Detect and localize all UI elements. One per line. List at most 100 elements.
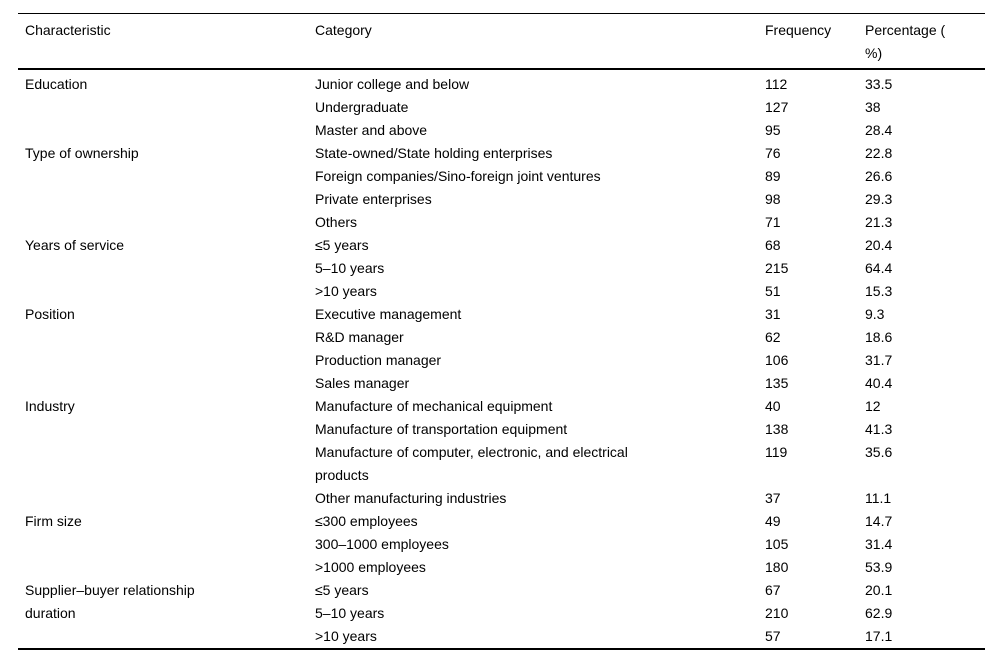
header-row: Characteristic Category Frequency Percen… xyxy=(18,14,985,70)
frequency-cell: 112 xyxy=(765,76,788,92)
characteristic-cell: Industry xyxy=(25,398,75,414)
table-row: Firm size ≤300 employees 49 14.7 xyxy=(18,510,985,533)
percentage-cell: 64.4 xyxy=(865,260,893,276)
category-cell: Production manager xyxy=(315,352,442,368)
category-cell: ≤5 years xyxy=(315,237,369,253)
category-cell: State-owned/State holding enterprises xyxy=(315,145,553,161)
frequency-cell: 98 xyxy=(765,191,781,207)
table-body: Education Junior college and below 112 33.5… xyxy=(18,69,985,649)
category-cell: Other manufacturing industries xyxy=(315,490,507,506)
table-header: Characteristic Category Frequency Percen… xyxy=(18,14,985,70)
frequency-cell: 119 xyxy=(765,444,788,460)
table-row: Manufacture of transportation equipment 1… xyxy=(18,418,985,441)
percentage-cell: 20.4 xyxy=(865,237,893,253)
category-cell: >1000 employees xyxy=(315,559,426,575)
column-header-percentage: Percentage ( %) xyxy=(858,14,985,70)
frequency-cell: 135 xyxy=(765,375,789,391)
category-cell: >10 years xyxy=(315,283,377,299)
table-row: Years of service ≤5 years 68 20.4 xyxy=(18,234,985,257)
percentage-cell: 11.1 xyxy=(865,490,892,506)
frequency-cell: 106 xyxy=(765,352,789,368)
frequency-cell: 49 xyxy=(765,513,781,529)
frequency-cell: 31 xyxy=(765,306,781,322)
frequency-cell: 37 xyxy=(765,490,781,506)
category-cell: Others xyxy=(315,214,358,230)
table-row: >10 years 57 17.1 xyxy=(18,625,985,649)
frequency-cell: 67 xyxy=(765,582,781,598)
table-row: >10 years 51 15.3 xyxy=(18,280,985,303)
frequency-cell: 57 xyxy=(765,628,781,644)
category-cell: Manufacture of mechanical equipment xyxy=(315,398,553,414)
frequency-cell: 51 xyxy=(765,283,781,299)
demographics-table: Characteristic Category Frequency Percen… xyxy=(18,13,985,650)
frequency-cell: 76 xyxy=(765,145,781,161)
frequency-cell: 68 xyxy=(765,237,781,253)
category-cell: ≤300 employees xyxy=(315,513,418,529)
frequency-cell: 180 xyxy=(765,559,789,575)
frequency-cell: 215 xyxy=(765,260,789,276)
table-row: Education Junior college and below 112 33.5 xyxy=(18,69,985,96)
column-header-category: Category xyxy=(315,22,372,38)
category-cell: R&D manager xyxy=(315,329,404,345)
table-row: Production manager 106 31.7 xyxy=(18,349,985,372)
percentage-cell: 14.7 xyxy=(865,513,893,529)
percentage-cell: 22.8 xyxy=(865,145,893,161)
category-cell: 300–1000 employees xyxy=(315,536,449,552)
table-row: 5–10 years 215 64.4 xyxy=(18,257,985,280)
characteristic-cell: Type of ownership xyxy=(25,145,139,161)
table-row: Manufacture of computer, electronic, and… xyxy=(18,441,985,487)
table-row: R&D manager 62 18.6 xyxy=(18,326,985,349)
category-cell: 5–10 years xyxy=(315,260,385,276)
table-row: 300–1000 employees 105 31.4 xyxy=(18,533,985,556)
table-row: 5–10 years 210 62.9 xyxy=(18,602,985,625)
percentage-cell: 31.7 xyxy=(865,352,893,368)
category-cell: Junior college and below xyxy=(315,76,470,92)
table-row: Supplier–buyer relationship duration ≤5 y… xyxy=(18,579,985,621)
frequency-cell: 138 xyxy=(765,421,789,437)
characteristic-cell: Firm size xyxy=(25,513,82,529)
percentage-cell: 18.6 xyxy=(865,329,893,345)
table-row: Private enterprises 98 29.3 xyxy=(18,188,985,211)
percentage-cell: 31.4 xyxy=(865,536,893,552)
table-row: Other manufacturing industries 37 11.1 xyxy=(18,487,985,510)
percentage-cell: 12 xyxy=(865,398,881,414)
percentage-cell: 41.3 xyxy=(865,421,893,437)
table-row: Position Executive management 31 9.3 xyxy=(18,303,985,326)
percentage-cell: 17.1 xyxy=(865,628,893,644)
table-row: Foreign companies/Sino-foreign joint ven… xyxy=(18,165,985,188)
percentage-cell: 62.9 xyxy=(865,605,893,621)
column-header-characteristic: Characteristic xyxy=(25,22,111,38)
category-cell: Master and above xyxy=(315,122,428,138)
percentage-cell: 35.6 xyxy=(865,444,893,460)
table-row: Others 71 21.3 xyxy=(18,211,985,234)
category-cell: Manufacture of transportation equipment xyxy=(315,421,568,437)
frequency-cell: 71 xyxy=(765,214,781,230)
frequency-cell: 95 xyxy=(765,122,781,138)
table-row: Industry Manufacture of mechanical equipm… xyxy=(18,395,985,418)
category-cell: Executive management xyxy=(315,306,462,322)
category-cell: Manufacture of computer, electronic, and… xyxy=(315,444,628,483)
category-cell: ≤5 years xyxy=(315,582,369,598)
category-cell: Private enterprises xyxy=(315,191,432,207)
table-row: >1000 employees 180 53.9 xyxy=(18,556,985,579)
frequency-cell: 62 xyxy=(765,329,781,345)
category-cell: Undergraduate xyxy=(315,99,409,115)
table-row: Sales manager 135 40.4 xyxy=(18,372,985,395)
percentage-cell: 21.3 xyxy=(865,214,893,230)
percentage-cell: 26.6 xyxy=(865,168,893,184)
category-cell: Foreign companies/Sino-foreign joint ven… xyxy=(315,168,601,184)
frequency-cell: 89 xyxy=(765,168,781,184)
table-row: Undergraduate 127 38 xyxy=(18,96,985,119)
percentage-cell: 38 xyxy=(865,99,881,115)
percentage-cell: 53.9 xyxy=(865,559,893,575)
percentage-cell: 29.3 xyxy=(865,191,893,207)
frequency-cell: 40 xyxy=(765,398,781,414)
category-cell: 5–10 years xyxy=(315,605,385,621)
percentage-header-line2: %) xyxy=(865,45,883,61)
characteristic-cell: Position xyxy=(25,306,75,322)
frequency-cell: 127 xyxy=(765,99,789,115)
percentage-cell: 15.3 xyxy=(865,283,893,299)
table-row: Type of ownership State-owned/State holdi… xyxy=(18,142,985,165)
frequency-cell: 210 xyxy=(765,605,789,621)
